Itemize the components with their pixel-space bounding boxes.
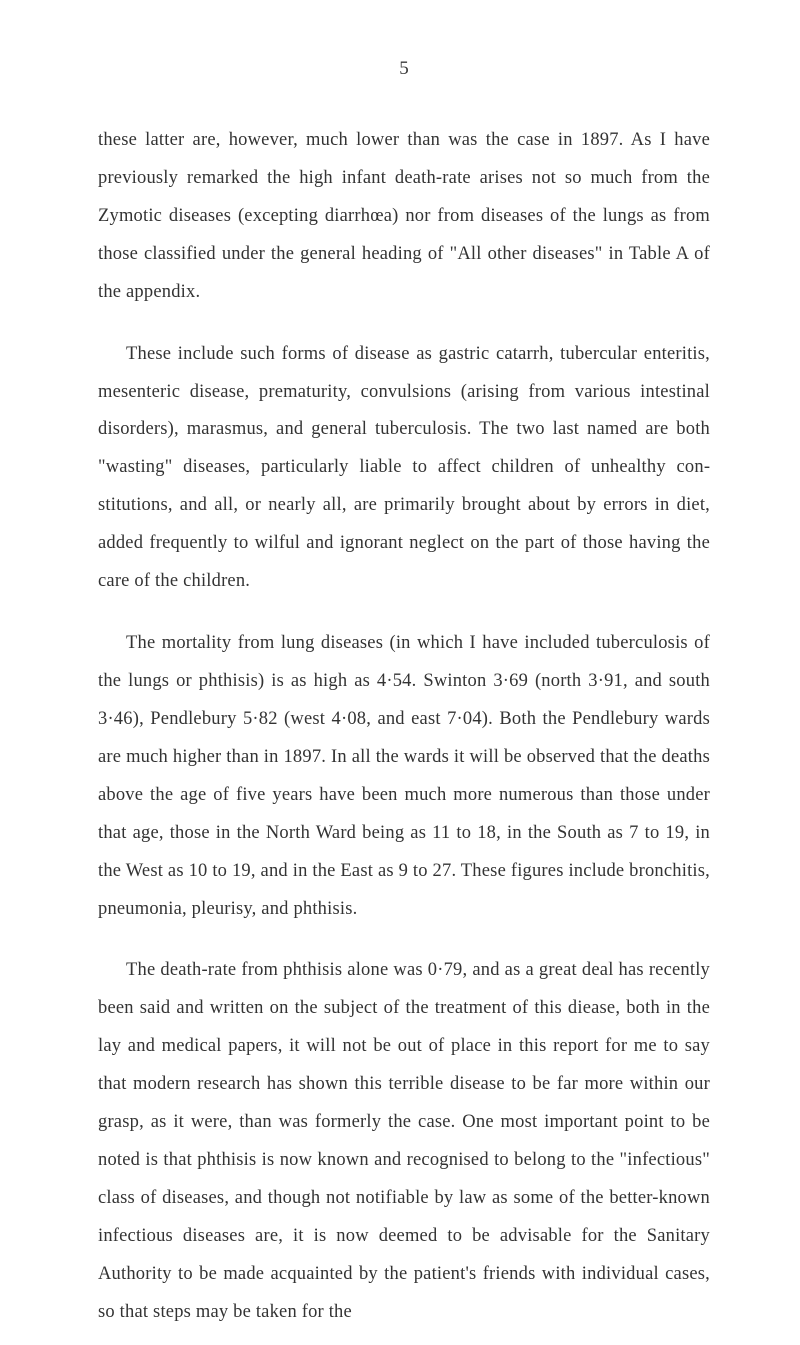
page-number: 5 (98, 58, 710, 80)
paragraph-3: The mortality from lung diseases (in whi… (98, 625, 710, 928)
paragraph-4: The death-rate from phthisis alone was 0… (98, 952, 710, 1331)
paragraph-1: these latter are, however, much lower th… (98, 122, 710, 312)
paragraph-2: These include such forms of disease as g… (98, 336, 710, 601)
